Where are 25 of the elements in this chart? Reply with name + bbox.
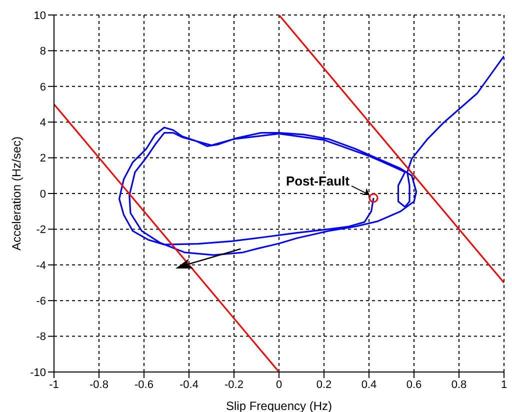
y-tick-label: -4: [36, 260, 46, 272]
x-tick-label: 0.2: [316, 378, 332, 391]
x-tick-label: -0.8: [90, 378, 108, 391]
y-tick-label: -6: [36, 296, 46, 308]
x-tick-label: 0.4: [361, 378, 377, 391]
x-tick-label: -1: [49, 378, 59, 391]
x-tick-label: 1: [500, 378, 508, 391]
x-tick-label: -0.4: [180, 378, 198, 391]
y-tick-label: 4: [40, 117, 46, 130]
y-tick-label: 0: [40, 188, 46, 200]
line-series: [118, 55, 504, 256]
y-axis-title: Acceleration (Hz/sec): [9, 136, 24, 251]
y-tick-label: 2: [40, 152, 46, 165]
x-tick-label: -0.6: [134, 378, 154, 391]
y-tick-label: -8: [36, 331, 46, 344]
y-tick-label: -2: [36, 224, 46, 236]
x-tick-label: 0.6: [406, 378, 422, 391]
x-tick-label: -0.2: [224, 378, 244, 391]
y-tick-label: -10: [30, 366, 46, 379]
x-tick-label: 0: [276, 378, 282, 391]
y-tick-label: 6: [40, 81, 46, 94]
x-tick-label: 0.8: [451, 378, 467, 391]
annotation: Post-Fault: [286, 173, 350, 188]
y-tick-label: 10: [34, 10, 46, 22]
y-tick-label: 8: [40, 46, 46, 58]
